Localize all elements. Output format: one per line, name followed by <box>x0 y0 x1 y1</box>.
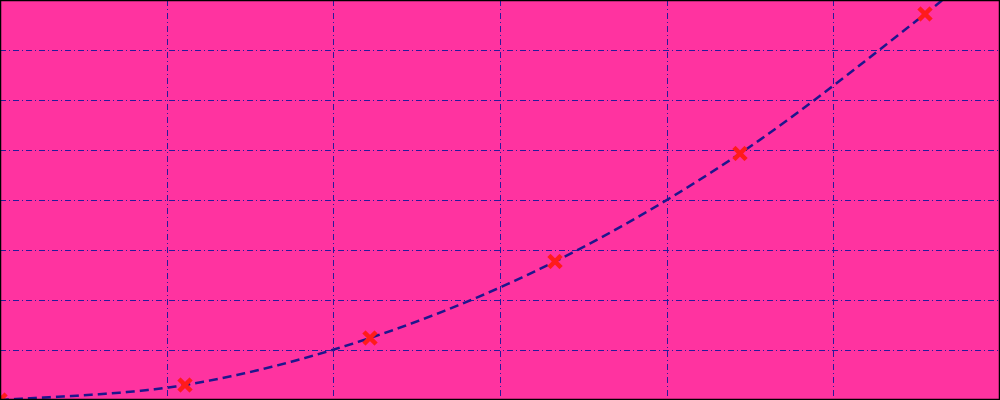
data-point-0-5 <box>917 6 933 22</box>
data-point-0-4 <box>732 145 748 162</box>
data-point-0-1 <box>177 377 193 393</box>
data-point-0-0 <box>0 392 8 400</box>
data-point-0-2 <box>362 330 378 346</box>
data-point-0-3 <box>547 253 563 270</box>
